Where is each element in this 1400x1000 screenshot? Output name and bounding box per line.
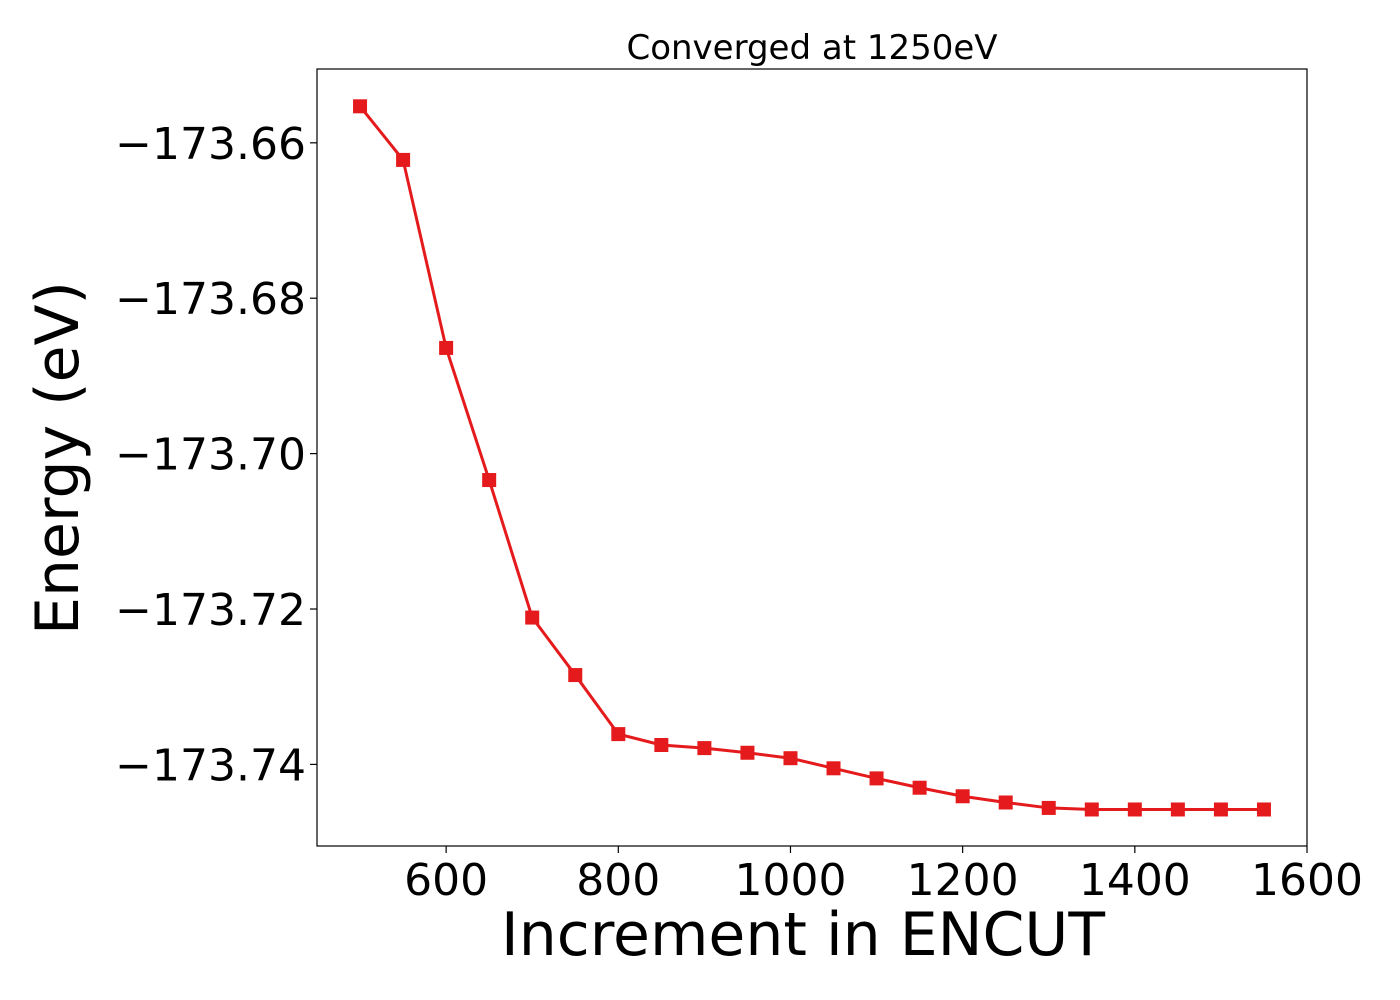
x-tick-label: 1400 [1079,855,1191,906]
data-point-marker [1170,802,1185,817]
data-point-marker [869,771,884,786]
data-point-marker [955,789,970,804]
data-point-marker [654,737,669,752]
data-point-marker [740,745,755,760]
data-point-marker [525,610,540,625]
data-point-marker [1213,802,1228,817]
x-axis-label: Increment in ENCUT [501,900,1105,970]
data-point-marker [482,473,497,488]
data-point-marker [1256,802,1271,817]
x-axis-ticks: 600 800 1000 1200 1400 1600 [404,846,1363,906]
data-point-marker [1127,802,1142,817]
data-point-marker [1084,802,1099,817]
plot-frame [316,68,1308,847]
data-point-marker [568,668,583,683]
y-tick-label: −173.66 [115,119,306,170]
x-tick-label: 1600 [1251,855,1363,906]
series-line [358,105,1264,811]
data-point-marker [611,727,626,742]
data-point-marker [1041,800,1056,815]
x-tick-label: 800 [576,855,660,906]
series-layer [353,99,1271,817]
data-point-marker [826,761,841,776]
data-point-marker [998,795,1013,810]
y-tick-label: −173.72 [115,585,306,636]
x-tick-label: 600 [404,855,488,906]
x-tick-label: 1200 [907,855,1019,906]
y-tick-label: −173.70 [115,430,306,481]
x-tick-label: 1000 [734,855,846,906]
data-point-marker [439,340,454,355]
data-point-marker [353,99,368,114]
y-axis-label: Energy (eV) [23,281,93,635]
chart-title: Converged at 1250eV [626,28,997,68]
data-point-marker [396,152,411,167]
data-point-marker [697,741,712,756]
data-point-marker [912,780,927,795]
data-point-marker [783,751,798,766]
y-axis-ticks: −173.66 −173.68 −173.70 −173.72 −173.74 [115,119,317,791]
y-tick-label: −173.74 [115,740,306,791]
y-tick-label: −173.68 [115,274,306,325]
